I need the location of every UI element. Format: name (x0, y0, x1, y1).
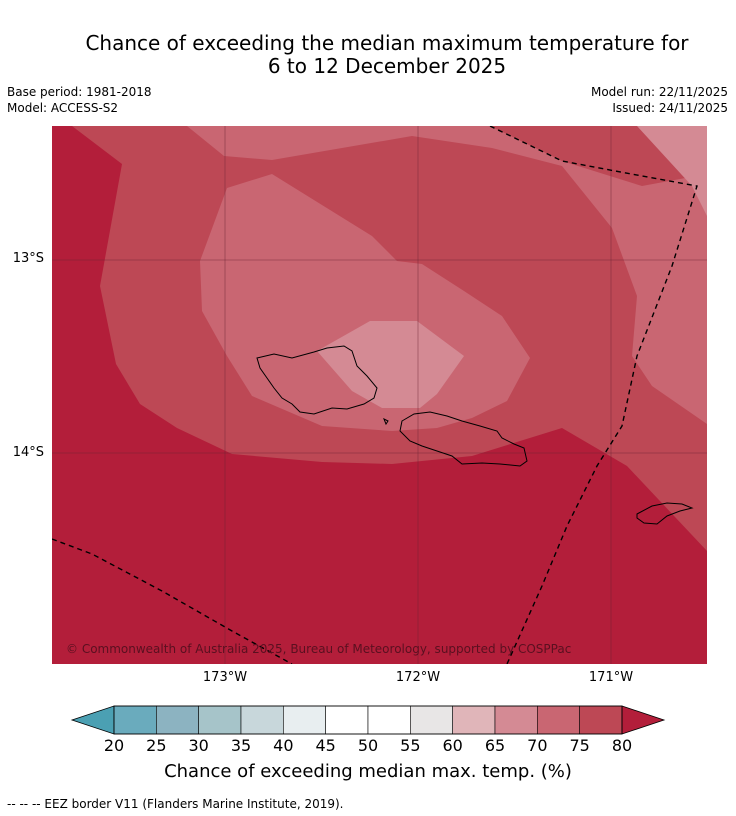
graticule (52, 126, 707, 664)
colorbar-segment (325, 705, 369, 735)
colorbar-high-extend (621, 705, 666, 735)
colorbar-segment (579, 705, 623, 735)
colorbar-segment (452, 705, 496, 735)
eez-borders (52, 126, 698, 664)
model-run: Model run: 22/11/2025 (590, 85, 728, 99)
manua-islands (636, 502, 694, 525)
colorbar-tick-label: 65 (484, 736, 506, 755)
colorbar-tick-label: 35 (230, 736, 252, 755)
colorbar-tick-label: 30 (188, 736, 209, 755)
title-line-1: Chance of exceeding the median maximum t… (85, 31, 689, 55)
meta-right: Model run: 22/11/2025 Issued: 24/11/2025 (591, 84, 728, 116)
eez-border-south (52, 538, 293, 664)
colorbar-tick-label: 20 (103, 736, 125, 755)
copyright-notice: © Commonwealth of Australia 2025, Bureau… (66, 642, 572, 656)
colorbar-segment (494, 705, 538, 735)
forecast-map (52, 126, 707, 664)
colorbar-tick-label: 40 (273, 736, 294, 755)
issued-date: Issued: 24/11/2025 (612, 101, 728, 115)
colorbar-segment (113, 705, 157, 735)
colorbar-tick-label: 50 (357, 736, 379, 755)
upolu-island (256, 345, 378, 415)
coastlines (256, 345, 694, 525)
base-period: Base period: 1981-2018 (7, 85, 152, 99)
colorbar-tick-label: 55 (400, 736, 421, 755)
zone-70-75-east (187, 126, 707, 424)
colorbar-segment (410, 705, 453, 735)
colorbar-segment (367, 705, 411, 735)
eez-border-east (489, 126, 698, 664)
colorbar-tick-label: 80 (611, 736, 633, 755)
eez-legend-note: -- -- -- EEZ border V11 (Flanders Marine… (7, 797, 344, 811)
colorbar-segment (537, 705, 580, 735)
colorbar-tick-label: 25 (146, 736, 167, 755)
lat-label-14s: 14°S (12, 445, 44, 460)
title-line-2: 6 to 12 December 2025 (267, 54, 507, 78)
colorbar-tick-label: 75 (569, 736, 590, 755)
colorbar-tick-label: 60 (442, 736, 463, 755)
lon-label-172w: 172°W (395, 670, 441, 685)
map-panel: © Commonwealth of Australia 2025, Bureau… (52, 126, 707, 664)
colorbar-tick-label: 70 (527, 736, 548, 755)
colorbar-label: Chance of exceeding median max. temp. (%… (164, 761, 572, 782)
colorbar-frame (113, 705, 623, 735)
colorbar-low-extend (70, 705, 115, 735)
model-name: Model: ACCESS-S2 (7, 101, 119, 115)
lon-label-173w: 173°W (202, 670, 248, 685)
tutuila-island (399, 411, 528, 467)
colorbar-segment (156, 705, 199, 735)
colorbar-segment (198, 705, 242, 735)
colorbar-segments (113, 705, 623, 735)
colorbar-tick-label: 45 (315, 736, 336, 755)
zone-65-70-ne (637, 126, 707, 216)
islet (383, 417, 389, 426)
colorbar (70, 705, 666, 735)
zone-65-70-center (317, 321, 464, 408)
meta-left: Base period: 1981-2018 Model: ACCESS-S2 (7, 84, 152, 116)
lon-label-171w: 171°W (588, 670, 634, 685)
lat-label-13s: 13°S (12, 251, 44, 266)
map-title: Chance of exceeding the median maximum t… (40, 32, 734, 78)
colorbar-segment (283, 705, 326, 735)
colorbar-segment (240, 705, 284, 735)
